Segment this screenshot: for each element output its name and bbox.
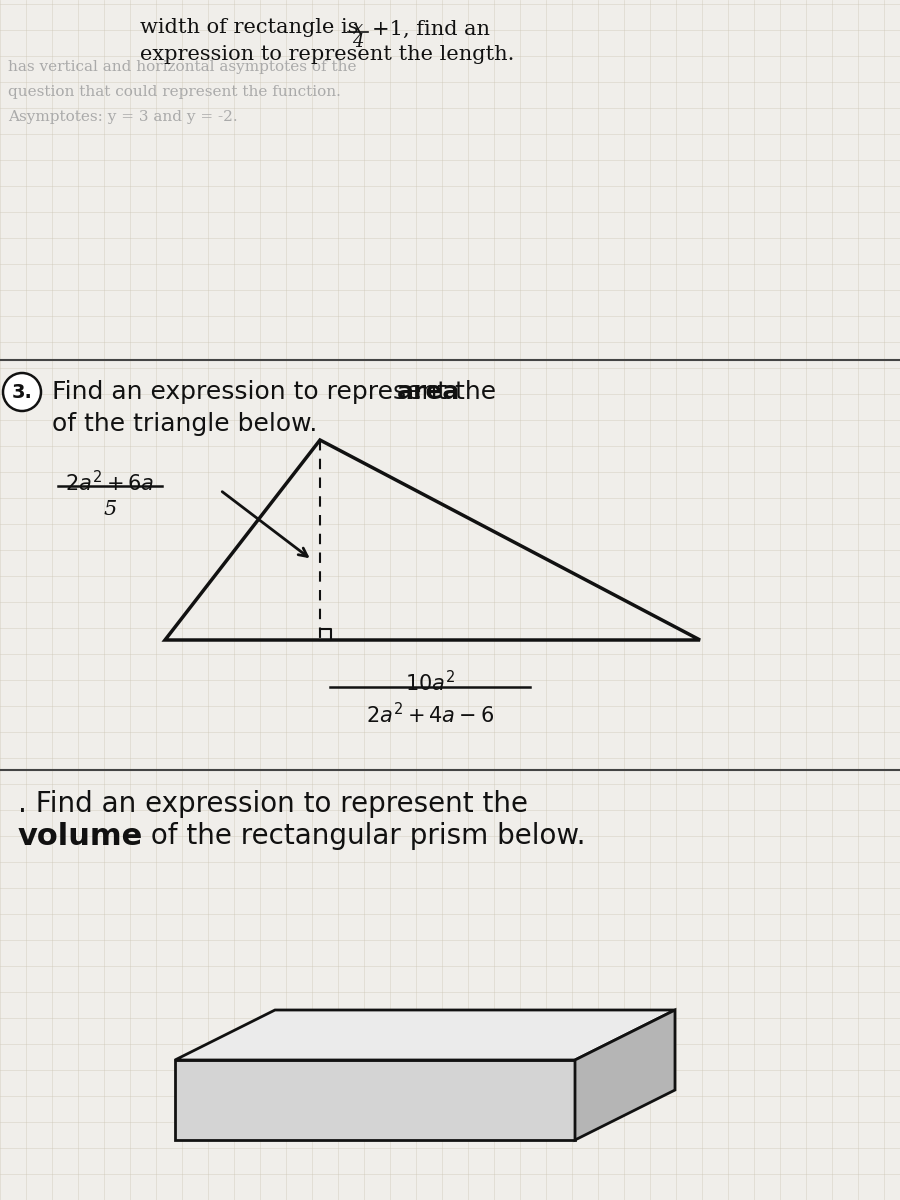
Text: $10a^2$: $10a^2$ xyxy=(405,670,455,695)
Text: 3.: 3. xyxy=(12,383,32,402)
Polygon shape xyxy=(575,1010,675,1140)
Text: question that could represent the function.: question that could represent the functi… xyxy=(8,85,341,98)
Text: area: area xyxy=(397,380,461,404)
Polygon shape xyxy=(175,1060,575,1140)
Text: . Find an expression to represent the: . Find an expression to represent the xyxy=(18,790,528,818)
Text: has vertical and horizontal asymptotes of the: has vertical and horizontal asymptotes o… xyxy=(8,60,356,74)
Text: of the triangle below.: of the triangle below. xyxy=(52,412,318,436)
Text: Find an expression to represent the: Find an expression to represent the xyxy=(52,380,504,404)
Text: width of rectangle is: width of rectangle is xyxy=(140,18,365,37)
Text: +1, find an: +1, find an xyxy=(372,20,490,38)
Text: volume: volume xyxy=(18,822,143,851)
Polygon shape xyxy=(175,1010,675,1060)
Text: 4: 4 xyxy=(352,32,364,50)
Text: expression to represent the length.: expression to represent the length. xyxy=(140,44,515,64)
Circle shape xyxy=(3,373,41,410)
Text: $2a^2 + 6a$: $2a^2 + 6a$ xyxy=(66,470,155,496)
Text: 5: 5 xyxy=(104,500,117,518)
Text: $2a^2 + 4a - 6$: $2a^2 + 4a - 6$ xyxy=(366,702,494,727)
Text: of the rectangular prism below.: of the rectangular prism below. xyxy=(142,822,586,850)
Text: Asymptotes: y = 3 and y = -2.: Asymptotes: y = 3 and y = -2. xyxy=(8,110,238,124)
Text: x: x xyxy=(353,20,363,38)
